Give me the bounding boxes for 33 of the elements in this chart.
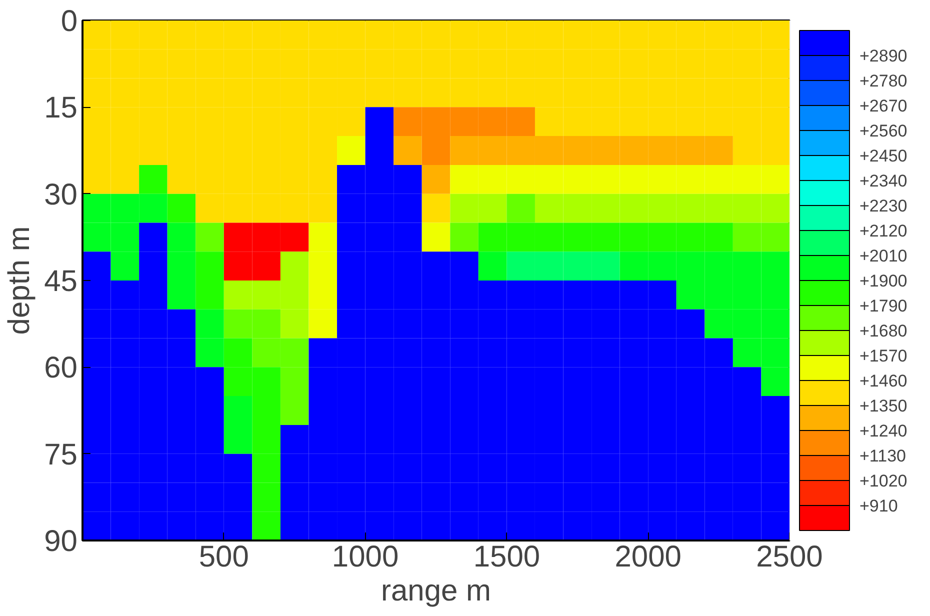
color-bar-label: +2890 [860, 46, 908, 66]
color-bar-label: +910 [860, 496, 898, 516]
color-bar-label: +2780 [860, 72, 908, 90]
x-tick-label: 2500 [756, 540, 823, 574]
x-tick-label: 1000 [332, 540, 399, 574]
color-bar-label: +2560 [860, 122, 908, 140]
color-bar-label: +2230 [860, 196, 908, 216]
color-bar-label: +1130 [860, 446, 906, 466]
color-bar-label: +2010 [860, 246, 908, 266]
x-tick-label: 2000 [614, 540, 682, 574]
color-bar-label: +1570 [860, 346, 908, 366]
x-axis-title: range m [380, 574, 492, 608]
y-tick-label: 60 [44, 352, 78, 385]
color-bar-label: +1240 [860, 422, 908, 440]
y-tick-label: 30 [44, 178, 78, 212]
color-bar-label: +2120 [860, 222, 908, 240]
x-tick-label: 500 [198, 540, 249, 574]
color-bar-label: +1900 [860, 272, 908, 290]
color-bar-label: +2450 [860, 146, 908, 166]
color-bar-label: +2670 [860, 96, 908, 116]
y-tick-label: 90 [44, 525, 78, 558]
color-bar-label: +1680 [860, 322, 908, 340]
y-tick-label: 15 [44, 92, 78, 125]
y-tick-label: 45 [44, 265, 78, 298]
x-tick-label: 1500 [473, 540, 540, 574]
color-bar-label: +1350 [860, 396, 908, 416]
y-tick-label: 0 [60, 5, 78, 38]
color-bar-label: +2340 [860, 172, 908, 190]
color-bar-label: +1020 [860, 472, 908, 490]
color-bar-label: +1790 [860, 296, 908, 316]
y-tick-label: 75 [44, 438, 78, 472]
color-bar-label: +1460 [860, 372, 908, 390]
y-axis-title: depth m [3, 226, 36, 335]
